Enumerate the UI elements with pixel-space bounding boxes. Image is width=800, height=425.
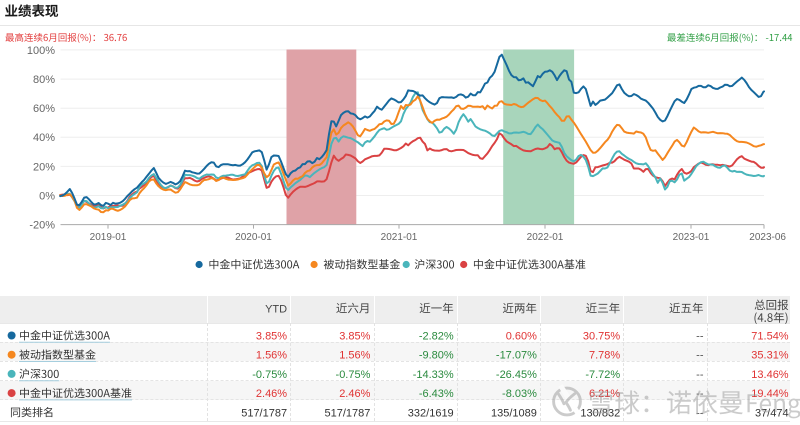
svg-text:6.21%: 6.21% — [589, 388, 620, 400]
svg-text:1.56%: 1.56% — [339, 350, 370, 362]
svg-text:20%: 20% — [33, 161, 55, 173]
svg-text:-6.43%: -6.43% — [419, 388, 454, 400]
svg-text:2022-01: 2022-01 — [527, 232, 564, 243]
svg-text:30.75%: 30.75% — [583, 331, 621, 343]
svg-text:7.78%: 7.78% — [589, 350, 620, 362]
svg-text:517/1787: 517/1787 — [241, 407, 287, 419]
svg-text:19.44%: 19.44% — [751, 388, 789, 400]
svg-text:2.46%: 2.46% — [339, 388, 370, 400]
svg-text:2023-01: 2023-01 — [673, 232, 710, 243]
svg-text:3.85%: 3.85% — [256, 331, 287, 343]
svg-text:--: -- — [696, 369, 704, 381]
svg-text:-2.82%: -2.82% — [419, 331, 454, 343]
svg-text:--: -- — [696, 350, 704, 362]
svg-text:--: -- — [696, 388, 704, 400]
svg-text:0%: 0% — [39, 190, 55, 202]
svg-text:-26.45%: -26.45% — [496, 369, 537, 381]
svg-text:13.46%: 13.46% — [751, 369, 789, 381]
svg-text:--: -- — [696, 407, 704, 419]
svg-text:2021-01: 2021-01 — [381, 232, 418, 243]
svg-text:YTD: YTD — [265, 303, 287, 315]
svg-text:135/1089: 135/1089 — [491, 407, 537, 419]
svg-text:2023-06: 2023-06 — [749, 232, 786, 243]
svg-text:332/1619: 332/1619 — [408, 407, 454, 419]
svg-text:-0.75%: -0.75% — [252, 369, 287, 381]
svg-text:-14.33%: -14.33% — [413, 369, 454, 381]
svg-text:100%: 100% — [27, 45, 55, 57]
svg-text:35.31%: 35.31% — [751, 350, 789, 362]
svg-text:-9.80%: -9.80% — [419, 350, 454, 362]
svg-text:-17.07%: -17.07% — [496, 350, 537, 362]
svg-text:3.85%: 3.85% — [339, 331, 370, 343]
svg-text:-7.72%: -7.72% — [585, 369, 620, 381]
svg-text:80%: 80% — [33, 74, 55, 86]
svg-text:1.56%: 1.56% — [256, 350, 287, 362]
svg-text:2020-01: 2020-01 — [235, 232, 272, 243]
svg-text:40%: 40% — [33, 132, 55, 144]
svg-text:0.60%: 0.60% — [506, 331, 537, 343]
svg-text:517/1787: 517/1787 — [325, 407, 371, 419]
svg-text:2019-01: 2019-01 — [90, 232, 127, 243]
svg-text:--: -- — [696, 331, 704, 343]
svg-text:-0.75%: -0.75% — [336, 369, 371, 381]
svg-text:71.54%: 71.54% — [751, 331, 789, 343]
svg-text:2.46%: 2.46% — [256, 388, 287, 400]
svg-text:60%: 60% — [33, 103, 55, 115]
svg-text:130/832: 130/832 — [580, 407, 620, 419]
svg-text:-20%: -20% — [29, 220, 55, 232]
svg-text:-8.03%: -8.03% — [502, 388, 537, 400]
